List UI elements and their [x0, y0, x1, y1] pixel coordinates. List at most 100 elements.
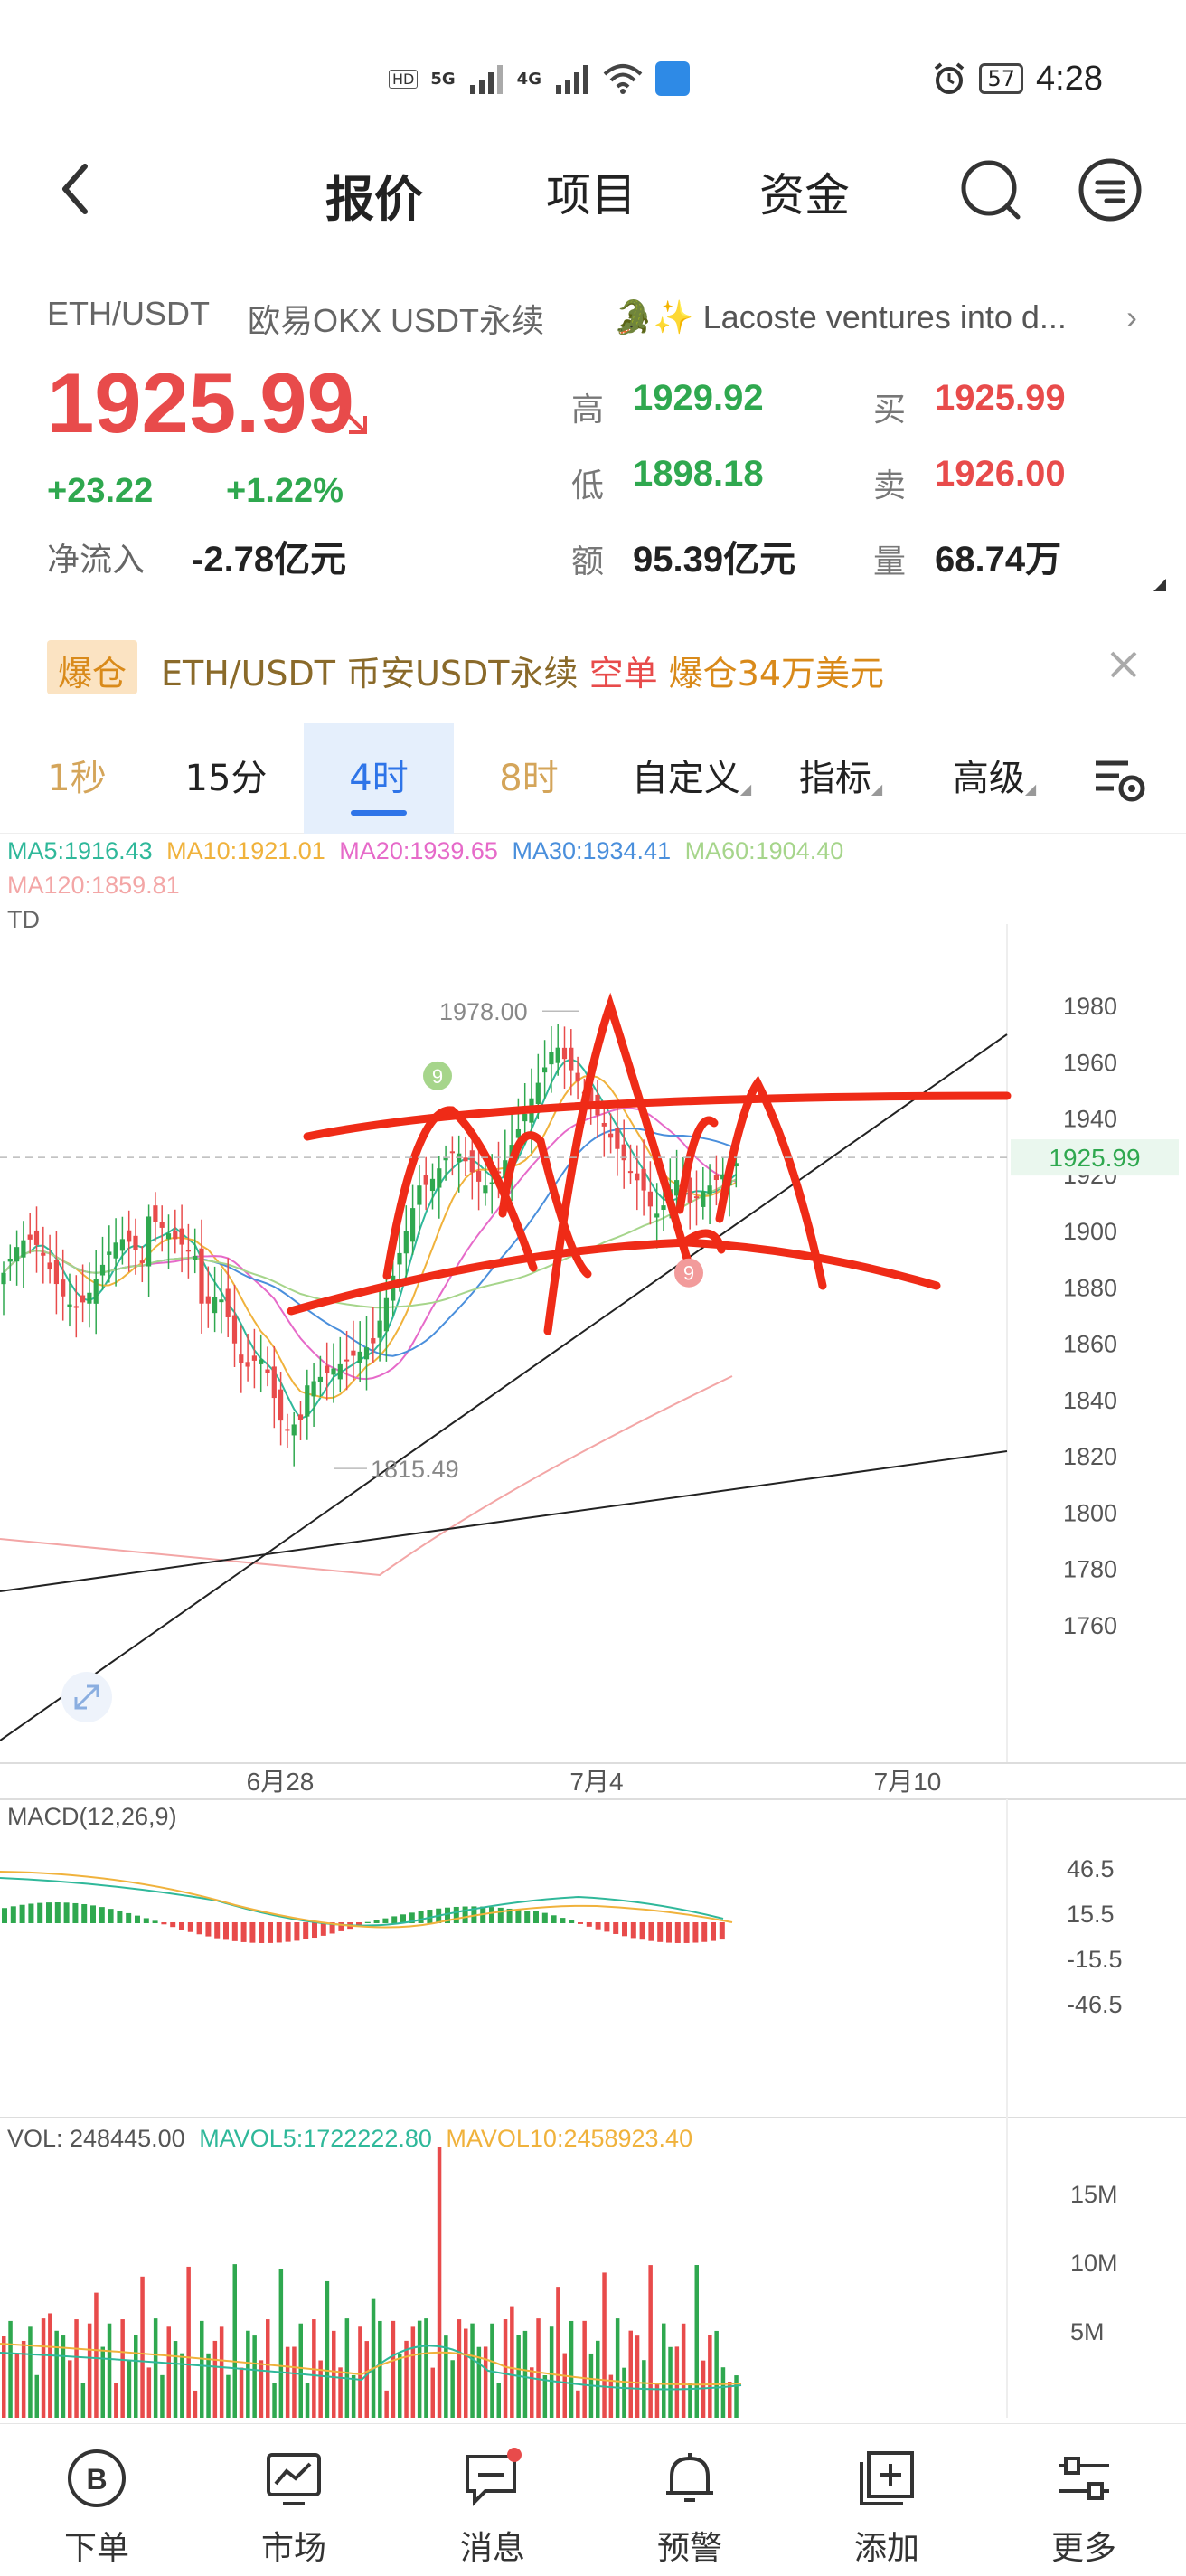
volume-bar: [285, 2346, 290, 2418]
candle-body: [469, 1150, 475, 1173]
macd-histogram-bar: [356, 1922, 362, 1927]
vol-y-tick: 5M: [1070, 2318, 1105, 2345]
status-right: 57 4:28: [932, 56, 1103, 101]
candle-body: [635, 1173, 640, 1181]
volume-bar: [114, 2383, 118, 2418]
chevron-right-icon: ›: [1121, 298, 1137, 336]
macd-histogram-bar: [622, 1922, 627, 1937]
add-icon: [860, 2451, 914, 2505]
candle-body: [80, 1295, 86, 1303]
volume-bar: [80, 2383, 86, 2418]
candle-body: [93, 1279, 99, 1304]
volume-bar: [166, 2326, 171, 2418]
volume-bar: [628, 2330, 633, 2418]
tf-15m[interactable]: 15分: [184, 758, 268, 799]
macd-y-tick: -46.5: [1067, 1991, 1123, 2018]
tf-8h[interactable]: 8时: [499, 758, 559, 799]
chart-settings-icon[interactable]: [1092, 754, 1148, 805]
td-marker-label: 9: [432, 1065, 443, 1088]
tf-1s[interactable]: 1秒: [47, 758, 107, 799]
tab-add-label: 添加: [853, 2530, 919, 2567]
tf-4h[interactable]: 4时: [304, 723, 454, 834]
candle-body: [305, 1385, 310, 1417]
macd-histogram-bar: [231, 1922, 238, 1941]
news-ticker[interactable]: 🐊✨ Lacoste ventures into d... ›: [613, 298, 1137, 336]
volume-bar: [476, 2346, 482, 2418]
volume-bar: [146, 2367, 152, 2418]
tf-indicator[interactable]: 指标◢: [786, 723, 895, 834]
tf-advanced[interactable]: 高级◢: [940, 723, 1049, 834]
volume-bar: [688, 2383, 692, 2418]
volume-bar: [437, 2147, 442, 2418]
tab-message-label: 消息: [459, 2530, 525, 2567]
liquidation-banner[interactable]: 爆仓 ETH/USDT 币安USDT永续 空单 爆仓34万美元: [0, 633, 1186, 711]
vol-y-tick: 15M: [1070, 2181, 1118, 2208]
candle-body: [423, 1175, 428, 1185]
macd-histogram-bar: [364, 1921, 371, 1923]
back-icon[interactable]: [51, 157, 105, 221]
tf-custom[interactable]: 自定义◢: [624, 723, 759, 834]
chat-menu-icon[interactable]: [1076, 156, 1144, 224]
high-value: 1929.92: [633, 378, 764, 418]
tab-more[interactable]: 更多: [1016, 2424, 1152, 2576]
tab-quote[interactable]: 报价: [325, 173, 423, 227]
tab-message[interactable]: 消息: [425, 2424, 560, 2576]
volume-bar: [298, 2323, 303, 2418]
candle-body: [371, 1338, 376, 1344]
app-notification-icon: [654, 61, 690, 96]
search-icon[interactable]: [956, 156, 1025, 224]
tab-project[interactable]: 项目: [546, 170, 636, 221]
close-icon[interactable]: [1101, 642, 1146, 687]
tab-order[interactable]: B 下单: [29, 2424, 165, 2576]
kline-chart[interactable]: MA5:1916.43 MA10:1921.01 MA20:1939.65 MA…: [0, 834, 1186, 2418]
candle-body: [720, 1174, 726, 1180]
tab-add[interactable]: 添加: [819, 2424, 955, 2576]
chart-canvas[interactable]: 1980196019401920190018801860184018201800…: [0, 834, 1186, 2418]
signal-icon: [469, 65, 503, 94]
candle-body: [27, 1234, 33, 1240]
volume-bar: [120, 2319, 125, 2418]
macd-histogram-bar: [143, 1918, 149, 1923]
tab-funds[interactable]: 资金: [759, 170, 850, 221]
dropdown-icon: ◢: [1024, 780, 1037, 797]
pair-symbol[interactable]: ETH/USDT: [47, 295, 210, 332]
candle-body: [14, 1247, 20, 1262]
candle-body: [443, 1157, 448, 1161]
volume-bar: [332, 2330, 336, 2418]
macd-histogram-bar: [54, 1902, 61, 1923]
volume-bar: [464, 2328, 468, 2418]
candle-body: [239, 1354, 244, 1363]
expand-corner-icon[interactable]: [1153, 579, 1166, 591]
candle-body: [647, 1191, 653, 1207]
macd-histogram-bar: [240, 1922, 247, 1942]
ask-value: 1926.00: [935, 454, 1066, 494]
exchange-name[interactable]: 欧易OKX USDT永续: [248, 302, 545, 339]
candle-body: [483, 1185, 488, 1194]
message-icon: [466, 2448, 522, 2506]
volume-bar: [305, 2383, 310, 2418]
status-bar: HD 5G 4G 57 4:28: [0, 0, 1186, 154]
volume-bar: [259, 2360, 264, 2418]
macd-histogram-bar: [382, 1918, 389, 1923]
candle-body: [265, 1369, 270, 1373]
volume-bar: [68, 2360, 72, 2418]
macd-histogram-bar: [152, 1920, 158, 1923]
macd-histogram-bar: [108, 1909, 114, 1923]
macd-histogram-bar: [427, 1910, 433, 1923]
macd-histogram-bar: [711, 1922, 716, 1941]
candle-body: [575, 1072, 580, 1082]
ma20-label: MA20:1939.65: [339, 837, 498, 864]
macd-y-tick: 15.5: [1067, 1901, 1115, 1928]
macd-histogram-bar: [90, 1905, 96, 1923]
ma60-label: MA60:1904.40: [684, 837, 844, 864]
macd-histogram-bar: [551, 1915, 557, 1923]
tab-market[interactable]: 市场: [226, 2424, 362, 2576]
tab-order-label: 下单: [63, 2530, 129, 2567]
price-change-pct: +1.22%: [226, 472, 344, 510]
volume-bar: [391, 2320, 396, 2418]
volume-bar: [530, 2367, 534, 2418]
candle-body: [41, 1252, 46, 1256]
x-tick-label: 7月4: [569, 1768, 623, 1796]
volume-bar: [430, 2367, 435, 2418]
tab-alert[interactable]: 预警: [622, 2424, 758, 2576]
